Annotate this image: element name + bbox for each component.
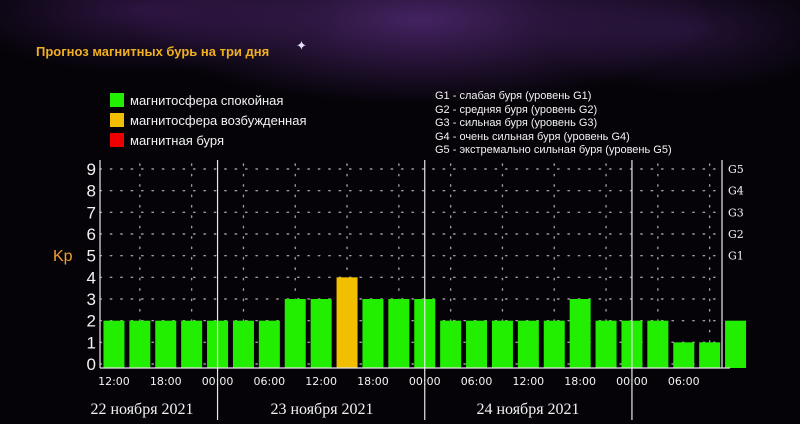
legend-item-excited: магнитосфера возбужденная [110,110,307,130]
kp-bar [362,299,384,368]
legend-item-storm: магнитная буря [110,130,307,150]
day-label: 24 ноября 2021 [476,401,579,418]
g-level-label: G4 [728,185,744,198]
x-tick-label: 12:00 [98,375,130,388]
kp-bar [232,320,254,368]
x-tick-label: 00:00 [202,375,234,388]
y-tick-label: 5 [87,247,96,266]
sparkle-icon: ✦ [296,39,307,54]
kp-bar [595,320,617,368]
kp-bar [310,299,332,368]
kp-bar [181,320,203,368]
kp-bar [647,320,669,368]
kp-bar [440,320,462,368]
x-tick-label: 18:00 [564,375,596,388]
day-label: 23 ноября 2021 [270,401,373,418]
kp-bar [543,320,565,368]
legend-swatch-calm [110,93,124,107]
kp-bar [336,277,358,368]
x-tick-label: 06:00 [253,375,285,388]
storm-level-g1: G1 - слабая буря (уровень G1) [435,90,592,102]
x-tick-label: 18:00 [357,375,389,388]
x-tick-label: 12:00 [512,375,544,388]
kp-bar [129,320,151,368]
y-tick-label: 9 [87,160,96,179]
g-level-label: G1 [728,250,744,263]
kp-bar [491,320,513,368]
g-level-label: G5 [728,163,744,176]
kp-bar [258,320,280,368]
y-tick-label: 3 [87,290,96,309]
y-tick-label: 1 [87,333,96,352]
y-tick-label: 7 [87,203,96,222]
y-tick-label: 2 [87,312,96,331]
kp-bar [466,320,488,368]
legend-swatch-excited [110,113,124,127]
legend-label-calm: магнитосфера спокойная [130,92,284,108]
legend-swatch-storm [110,133,124,147]
storm-level-g4: G4 - очень сильная буря (уровень G4) [435,130,630,143]
kp-bar [725,320,747,368]
x-tick-label: 06:00 [668,375,700,388]
x-tick-label: 00:00 [409,375,441,388]
day-label: 22 ноября 2021 [90,401,193,418]
color-legend: магнитосфера спокойная магнитосфера возб… [110,90,307,150]
kp-bar [517,320,539,368]
x-tick-label: 18:00 [150,375,182,388]
y-tick-label: 8 [87,182,96,201]
storm-level-g5: G5 - экстремально сильная буря (уровень … [435,144,672,156]
kp-bar [699,342,721,368]
storm-level-g2: G2 - средняя буря (уровень G2) [435,103,598,116]
storm-level-g3: G3 - сильная буря (уровень G3) [435,117,598,129]
kp-bar [569,299,591,368]
kp-bar [103,320,125,368]
legend-label-storm: магнитная буря [130,132,225,148]
x-tick-label: 12:00 [305,375,337,388]
x-tick-label: 06:00 [461,375,493,388]
x-tick-label: 00:00 [616,375,648,388]
kp-bar [155,320,177,368]
y-tick-label: 0 [87,355,96,374]
g-level-label: G3 [728,206,744,219]
kp-bar [673,342,695,368]
y-tick-label: 4 [87,268,96,287]
storm-level-legend: G1 - слабая буря (уровень G1) G2 - средн… [435,90,672,158]
y-axis-label: Kp [53,248,73,265]
y-tick-label: 6 [87,225,96,244]
g-level-label: G2 [728,228,744,241]
legend-label-excited: магнитосфера возбужденная [130,112,307,128]
legend-item-calm: магнитосфера спокойная [110,90,307,110]
kp-bar [388,299,410,368]
page-title: Прогноз магнитных бурь на три дня [36,44,270,59]
kp-bar [284,299,306,368]
